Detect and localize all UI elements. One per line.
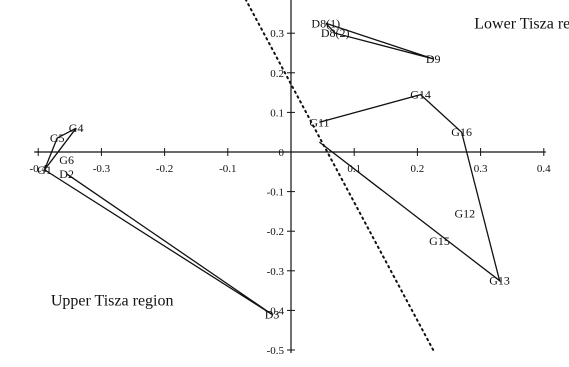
region-label: Lower Tisza region [474,15,569,32]
y-tick-label: -0.1 [267,187,284,199]
point-label: G1 [37,163,52,177]
point-label: D2 [59,167,74,181]
group-outline [325,22,434,60]
y-tick-label: -0.5 [267,345,285,357]
point-labels: D8(1)D8(2) D9 G14 G11 G16 G12 G15 G13 G4 G5 G6 G1 D2… [37,16,510,321]
group-outline [319,93,501,283]
region-label: Upper Tisza region [51,293,174,310]
x-tick-label: 0.4 [537,163,551,175]
y-ticks: 0.4 0.3 0.2 0.1 0 -0.1 -0.2 -0.3 -0.4 -0.5 [267,0,295,357]
y-tick-label: 0.4 [270,0,284,1]
point-label: G12 [454,206,475,220]
y-tick-label: -0.2 [267,226,284,238]
point-label: G11 [309,115,329,129]
x-ticks: -0.4 -0.3 -0.2 -0.1 0.1 0.2 0.3 0.4 [29,148,551,175]
point-label: D8(2) [321,26,350,40]
y-tick-label: 0.2 [270,68,284,80]
point-label: G14 [410,88,431,102]
point-label: G4 [69,121,84,135]
y-tick-label: 0 [279,147,285,159]
point-label: G16 [451,125,472,139]
group-outline [43,127,273,315]
x-tick-label: -0.1 [219,163,236,175]
region-labels: Lower Tisza region Upper Tisza region [51,15,569,309]
point-label: D3 [265,307,280,321]
x-tick-label: 0.3 [474,163,488,175]
x-tick-label: -0.4 [29,163,47,175]
point-label: G15 [429,234,450,248]
separator-line [244,0,435,351]
point-label: G6 [59,153,74,167]
x-tick-label: -0.3 [93,163,111,175]
y-tick-label: 0.3 [270,28,284,40]
x-tick-label: -0.2 [156,163,173,175]
hull-layer [43,22,501,315]
y-tick-label: 0.1 [270,107,284,119]
point-label: G13 [489,274,510,288]
point-label: G5 [50,131,65,145]
separator-line-layer [244,0,435,351]
y-tick-label: -0.3 [267,266,285,278]
point-label: D8(1) [311,16,340,30]
x-tick-label: 0.2 [411,163,425,175]
point-label: D9 [426,52,441,66]
y-tick-label: -0.4 [267,305,285,317]
x-tick-label: 0.1 [347,163,361,175]
